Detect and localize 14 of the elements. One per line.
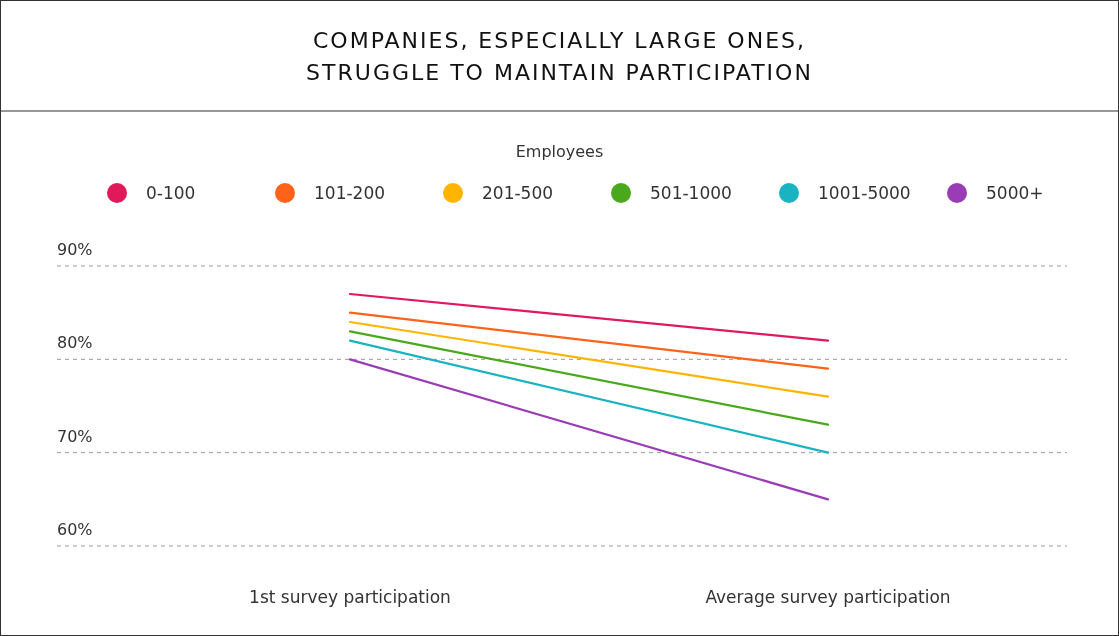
chart-title: COMPANIES, ESPECIALLY LARGE ONES, STRUGGLE TO MAINTAIN PARTICIPATION — [306, 28, 813, 85]
legend-label: 501-1000 — [650, 183, 732, 203]
x-tick-label: Average survey participation — [705, 587, 951, 607]
legend-label: 101-200 — [314, 183, 386, 203]
y-tick-label: 80% — [57, 333, 93, 353]
y-tick-label: 60% — [57, 520, 93, 539]
legend-label: 1001-5000 — [818, 183, 911, 203]
legend-label: 0-100 — [146, 183, 196, 203]
legend-title: Employees — [515, 142, 604, 161]
legend-label: 201-500 — [482, 183, 554, 203]
y-tick-label: 70% — [57, 426, 93, 446]
legend-label: 5000+ — [986, 183, 1044, 203]
y-tick-label: 90% — [57, 240, 93, 259]
x-tick-label: 1st survey participation — [249, 587, 451, 607]
